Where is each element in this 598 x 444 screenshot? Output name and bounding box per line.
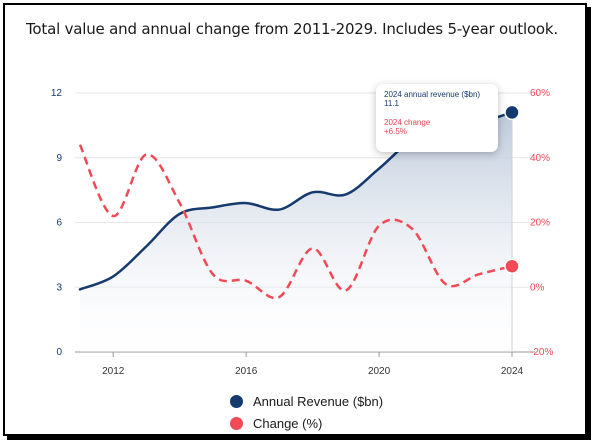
legend-revenue-label: Annual Revenue ($bn) bbox=[253, 393, 384, 409]
legend: Annual Revenue ($bn) Change (%) bbox=[230, 390, 383, 434]
chart-title: Total value and annual change from 2011-… bbox=[26, 20, 558, 38]
x-tick-label: 2016 bbox=[235, 366, 258, 377]
right-tick-label: 40% bbox=[530, 153, 550, 164]
tooltip-revenue-label: 2024 annual revenue ($bn) bbox=[384, 90, 481, 99]
change-point-2024 bbox=[504, 258, 520, 274]
left-tick-label: 12 bbox=[51, 88, 63, 99]
x-tick-label: 2012 bbox=[102, 366, 125, 377]
change-line bbox=[78, 144, 513, 300]
revenue-area bbox=[80, 112, 512, 352]
tooltip-change-label: 2024 change bbox=[384, 118, 431, 127]
left-tick-label: 9 bbox=[56, 153, 62, 164]
tooltip: 2024 annual revenue ($bn) 11.1 2024 chan… bbox=[376, 84, 498, 152]
x-tick-label: 2024 bbox=[501, 366, 524, 377]
revenue-point-2024 bbox=[504, 104, 520, 121]
left-tick-label: 3 bbox=[56, 282, 62, 293]
left-tick-label: 0 bbox=[56, 347, 62, 358]
right-tick-label: 60% bbox=[530, 88, 550, 99]
legend-revenue-dot bbox=[230, 394, 243, 408]
legend-change-label: Change (%) bbox=[253, 415, 323, 431]
tooltip-change-value: +6.5% bbox=[384, 127, 407, 136]
tooltip-revenue-value: 11.1 bbox=[384, 99, 399, 108]
right-tick-label: -20% bbox=[530, 347, 553, 358]
left-tick-label: 6 bbox=[56, 218, 62, 229]
legend-item-change[interactable]: Change (%) bbox=[230, 412, 383, 434]
right-tick-label: 0% bbox=[530, 282, 545, 293]
right-tick-label: 20% bbox=[530, 218, 550, 229]
x-tick-label: 2020 bbox=[368, 366, 391, 377]
legend-item-revenue[interactable]: Annual Revenue ($bn) bbox=[230, 390, 383, 412]
legend-change-dot bbox=[230, 416, 243, 430]
